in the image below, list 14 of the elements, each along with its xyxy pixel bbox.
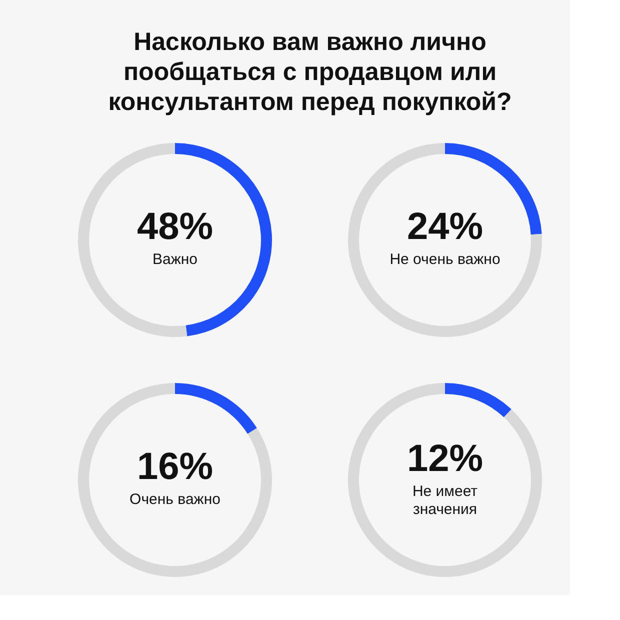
data-label: 48%: [136, 206, 214, 248]
donut-slice: [348, 143, 542, 337]
data-label: 16%: [136, 446, 214, 488]
donut-slice: [445, 383, 512, 418]
slice-label: Важно: [152, 251, 198, 268]
data-label: 24%: [406, 206, 484, 248]
donut-slice: [348, 383, 542, 577]
slice-label: Не имеет значения: [412, 483, 478, 518]
donut-slice: [175, 383, 257, 434]
chart-title: Насколько вам важно лично пообщаться с продавцом или консультантом перед покупкой?: [108, 28, 512, 116]
slice-label: Не очень важно: [390, 251, 500, 268]
slice-label: Очень важно: [130, 491, 220, 508]
donut-slice: [78, 383, 272, 577]
data-label: 12%: [406, 438, 484, 480]
